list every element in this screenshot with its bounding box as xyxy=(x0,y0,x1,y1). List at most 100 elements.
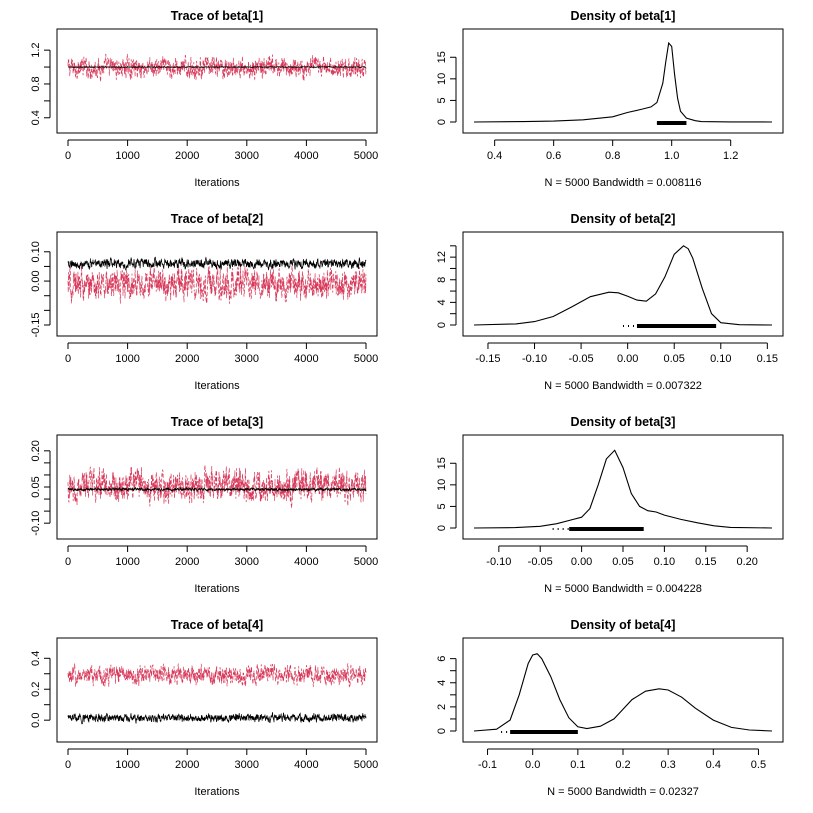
plot-content xyxy=(473,245,773,328)
panel-title: Trace of beta[4] xyxy=(171,618,263,632)
x-tick-label: 1000 xyxy=(115,353,139,365)
x-axis-label: Iterations xyxy=(194,380,240,392)
x-tick-label: -0.05 xyxy=(569,353,594,365)
y-tick-label: 4 xyxy=(436,299,448,305)
trace-series-1 xyxy=(67,53,367,82)
x-tick-label: 3000 xyxy=(235,759,259,771)
x-tick-label: -0.10 xyxy=(486,556,511,568)
panel-trace4: Trace of beta[4] 0 1000 2000 3000 4000 5000 Ite… xyxy=(30,618,378,798)
y-tick-label: 0.8 xyxy=(30,76,42,91)
trace-series-2 xyxy=(67,712,367,725)
x-tick-label: 1.2 xyxy=(723,150,738,162)
trace-series-1 xyxy=(67,464,367,509)
x-tick-label: 5000 xyxy=(354,759,378,771)
x-tick-label: 0 xyxy=(65,759,71,771)
x-tick-label: 0 xyxy=(65,353,71,365)
x-tick-label: -0.15 xyxy=(475,353,500,365)
x-tick-label: 5000 xyxy=(354,556,378,568)
panel-density1: Density of beta[1] 0.4 0.6 0.8 1.0 1.2 N = 500… xyxy=(436,9,784,189)
density-curve xyxy=(473,41,773,123)
x-tick-label: 3000 xyxy=(235,150,259,162)
x-tick-label: 2000 xyxy=(175,759,199,771)
panel-title: Trace of beta[2] xyxy=(171,212,263,226)
x-tick-label: 5000 xyxy=(354,150,378,162)
x-tick-label: 2000 xyxy=(175,556,199,568)
panel-title: Density of beta[4] xyxy=(571,618,676,632)
y-tick-label: 0.00 xyxy=(30,270,42,291)
panel-box xyxy=(56,28,378,134)
x-tick-label: 1000 xyxy=(115,150,139,162)
x-tick-label: 0.5 xyxy=(751,759,766,771)
x-tick-label: -0.1 xyxy=(478,759,497,771)
x-tick-label: 0.05 xyxy=(612,556,633,568)
plot-content xyxy=(67,53,367,82)
y-tick-label: 8 xyxy=(436,277,448,283)
x-tick-label: 0.6 xyxy=(546,150,561,162)
y-tick-label: 0 xyxy=(436,525,448,531)
x-tick-label: 0.8 xyxy=(605,150,620,162)
x-tick-label: 1000 xyxy=(115,556,139,568)
x-tick-label: 0.4 xyxy=(706,759,721,771)
x-tick-label: 0.2 xyxy=(615,759,630,771)
x-tick-label: 4000 xyxy=(294,759,318,771)
x-tick-label: 0 xyxy=(65,150,71,162)
density-curve xyxy=(473,245,773,326)
x-tick-label: 0 xyxy=(65,556,71,568)
y-tick-label: 0 xyxy=(436,322,448,328)
panel-trace1: Trace of beta[1] 0 1000 2000 3000 4000 5000 Ite… xyxy=(30,9,378,189)
x-tick-label: 2000 xyxy=(175,150,199,162)
panel-title: Density of beta[1] xyxy=(571,9,676,23)
trace-series-1 xyxy=(67,264,367,304)
panel-box xyxy=(56,434,378,540)
y-tick-label: 0.10 xyxy=(30,241,42,262)
x-tick-label: 0.1 xyxy=(570,759,585,771)
y-tick-label: 0.05 xyxy=(30,476,42,497)
x-tick-label: 0.0 xyxy=(525,759,540,771)
y-tick-label: 15 xyxy=(436,51,448,63)
x-tick-label: 5000 xyxy=(354,353,378,365)
x-axis-label: Iterations xyxy=(194,583,240,595)
x-tick-label: 0.10 xyxy=(654,556,675,568)
y-tick-label: 2 xyxy=(436,704,448,710)
x-tick-label: 0.3 xyxy=(661,759,676,771)
y-tick-label: 0.0 xyxy=(30,713,42,728)
y-tick-label: 0.2 xyxy=(30,682,42,697)
trace-series-2 xyxy=(67,486,367,493)
density-curve xyxy=(473,449,773,529)
density-curve xyxy=(473,653,773,732)
x-axis-label: N = 5000 Bandwidth = 0.008116 xyxy=(545,177,702,189)
x-tick-label: 0.00 xyxy=(571,556,592,568)
y-tick-label: 6 xyxy=(436,656,448,662)
x-tick-label: 3000 xyxy=(235,556,259,568)
plot-content xyxy=(67,663,367,725)
x-axis-label: Iterations xyxy=(194,177,240,189)
y-tick-label: 10 xyxy=(436,479,448,491)
x-axis-label: N = 5000 Bandwidth = 0.004228 xyxy=(544,583,702,595)
y-tick-label: 12 xyxy=(436,251,448,263)
y-tick-label: 0 xyxy=(436,728,448,734)
y-tick-label: 5 xyxy=(436,503,448,509)
x-tick-label: 0.10 xyxy=(710,353,731,365)
x-axis-label: N = 5000 Bandwidth = 0.02327 xyxy=(547,786,699,798)
panel-density3: Density of beta[3] -0.10 -0.05 0.00 0.05 0.10… xyxy=(436,415,784,595)
trace-series-2 xyxy=(67,65,367,69)
x-tick-label: 2000 xyxy=(175,353,199,365)
panel-box xyxy=(462,434,784,540)
x-tick-label: 4000 xyxy=(294,556,318,568)
x-tick-label: -0.10 xyxy=(522,353,547,365)
x-tick-label: -0.05 xyxy=(528,556,553,568)
x-tick-label: 0.00 xyxy=(617,353,638,365)
panel-box xyxy=(462,231,784,337)
x-tick-label: 4000 xyxy=(294,353,318,365)
plot-content xyxy=(67,256,367,304)
x-tick-label: 0.20 xyxy=(736,556,757,568)
x-tick-label: 0.15 xyxy=(757,353,778,365)
x-tick-label: 0.15 xyxy=(695,556,716,568)
y-tick-label: 15 xyxy=(436,457,448,469)
x-tick-label: 0.4 xyxy=(487,150,502,162)
panel-density2: Density of beta[2] -0.15 -0.10 -0.05 0.00 0.0… xyxy=(436,212,784,392)
plot-content xyxy=(473,653,773,734)
panel-trace3: Trace of beta[3] 0 1000 2000 3000 4000 5000 Ite… xyxy=(30,415,378,595)
panel-title: Density of beta[3] xyxy=(571,415,676,429)
trace-series-2 xyxy=(67,256,367,272)
